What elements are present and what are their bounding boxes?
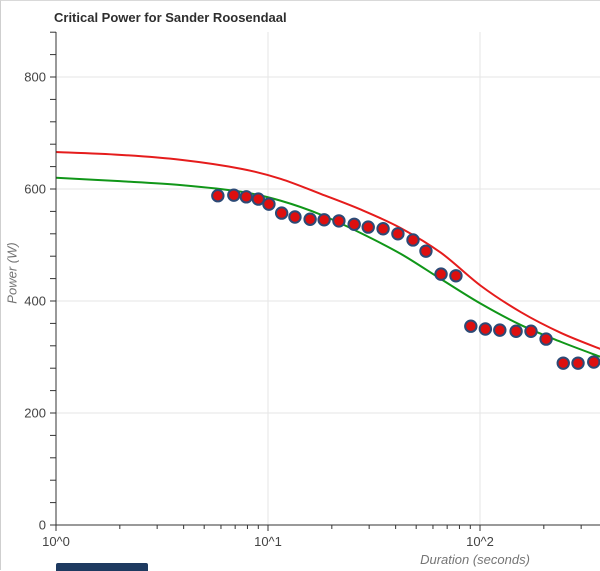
data-point[interactable] [464,319,478,333]
data-point[interactable] [288,210,302,224]
y-tick-label: 600 [24,182,46,197]
data-point[interactable] [347,217,361,231]
data-point[interactable] [274,206,289,220]
data-point[interactable] [391,227,405,241]
data-point[interactable] [361,220,375,234]
x-tick-label: 10^0 [42,534,70,549]
data-point[interactable] [556,356,570,370]
data-point[interactable] [509,324,523,338]
data-point[interactable] [449,269,463,283]
data-point[interactable] [211,189,225,203]
cp-model-curve-red[interactable] [55,151,600,350]
data-point[interactable] [539,332,553,346]
data-point[interactable] [478,322,493,336]
data-point[interactable] [239,190,253,204]
y-tick-label: 200 [24,406,46,421]
y-tick-label: 800 [24,70,46,85]
data-point[interactable] [303,212,317,226]
data-point[interactable] [227,188,241,202]
x-tick-label: 10^1 [254,534,282,549]
data-point[interactable] [524,324,538,338]
y-tick-label: 0 [39,518,46,533]
data-point[interactable] [493,323,507,337]
data-point[interactable] [376,222,390,236]
chart-title: Critical Power for Sander Roosendaal [54,10,287,25]
y-tick-label: 400 [24,294,46,309]
data-point[interactable] [406,233,420,247]
x-tick-label: 10^2 [466,534,494,549]
data-point[interactable] [262,197,276,211]
cut-off-bottom-element[interactable] [56,563,148,571]
data-point[interactable] [419,244,433,258]
data-point[interactable] [587,355,600,369]
cp-model-curve-green[interactable] [55,176,600,358]
data-point[interactable] [571,356,585,370]
data-point[interactable] [332,214,346,228]
data-point[interactable] [317,213,331,227]
data-point[interactable] [251,192,265,206]
x-axis-title: Duration (seconds) [420,552,530,567]
data-point[interactable] [434,267,448,281]
